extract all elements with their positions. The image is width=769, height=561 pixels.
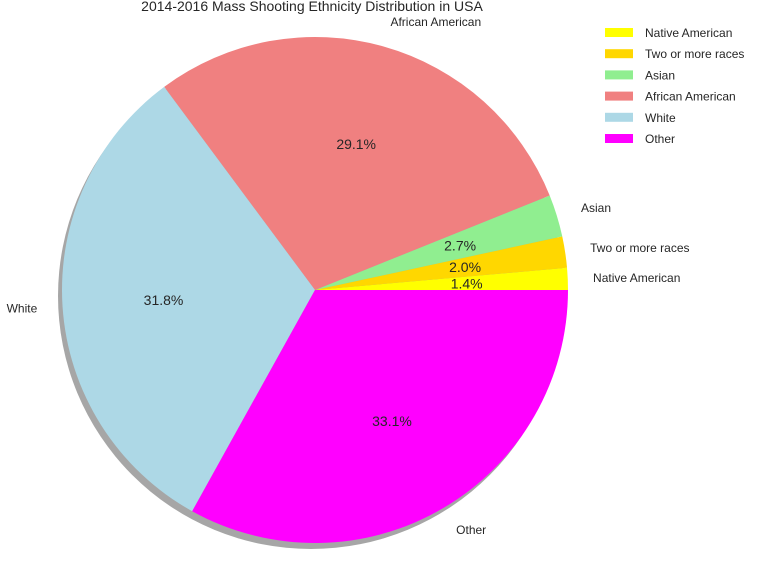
- pie-percent-label-african-american: 29.1%: [336, 136, 376, 152]
- pie-percent-label-two-or-more-races: 2.0%: [449, 259, 481, 275]
- legend-label-two-or-more-races: Two or more races: [645, 47, 744, 61]
- chart-title: 2014-2016 Mass Shooting Ethnicity Distri…: [141, 0, 483, 14]
- pie-slice-two-or-more-races: [315, 236, 568, 290]
- legend-label-white: White: [645, 111, 676, 125]
- pie-outer-label-african-american: African American: [390, 15, 481, 29]
- legend-swatch-african-american: [605, 91, 633, 101]
- pie-percent-label-asian: 2.7%: [444, 237, 476, 253]
- legend-swatch-two-or-more-races: [605, 49, 633, 59]
- pie-slice-african-american: [164, 37, 550, 290]
- legend-swatch-native-american: [605, 28, 633, 37]
- pie-percent-labels: 1.4%2.0% 2.7% 29.1% 31.8% 33.1%: [144, 136, 483, 429]
- pie-slice-native-american: [315, 267, 568, 290]
- legend-swatch-asian: [605, 70, 633, 80]
- pie-outer-label-two-or-more-races: Two or more races: [590, 241, 689, 255]
- legend-label-african-american: African American: [645, 90, 736, 104]
- legend-label-asian: Asian: [645, 68, 675, 82]
- legend: Native American Two or more races Asian Afr…: [605, 26, 744, 146]
- pie-slices: [61, 37, 569, 544]
- legend-swatch-white: [605, 112, 633, 122]
- pie-percent-label-white: 31.8%: [144, 292, 184, 308]
- pie-slice-other: [192, 290, 569, 544]
- legend-label-native-american: Native American: [645, 26, 732, 40]
- pie-percent-label-other: 33.1%: [372, 413, 412, 429]
- pie-outer-label-other: Other: [456, 523, 486, 537]
- legend-label-other: Other: [645, 132, 675, 146]
- pie-outer-label-asian: Asian: [581, 201, 611, 215]
- legend-swatch-other: [605, 134, 633, 143]
- pie-percent-label-native-american: 1.4%: [451, 275, 483, 291]
- pie-outer-label-white: White: [7, 301, 38, 315]
- pie-outer-labels: Native American Two or more races Asian Afr…: [7, 15, 690, 537]
- pie-outer-label-native-american: Native American: [593, 271, 680, 285]
- pie-slice-white: [61, 86, 315, 512]
- pie-slice-asian: [315, 195, 563, 290]
